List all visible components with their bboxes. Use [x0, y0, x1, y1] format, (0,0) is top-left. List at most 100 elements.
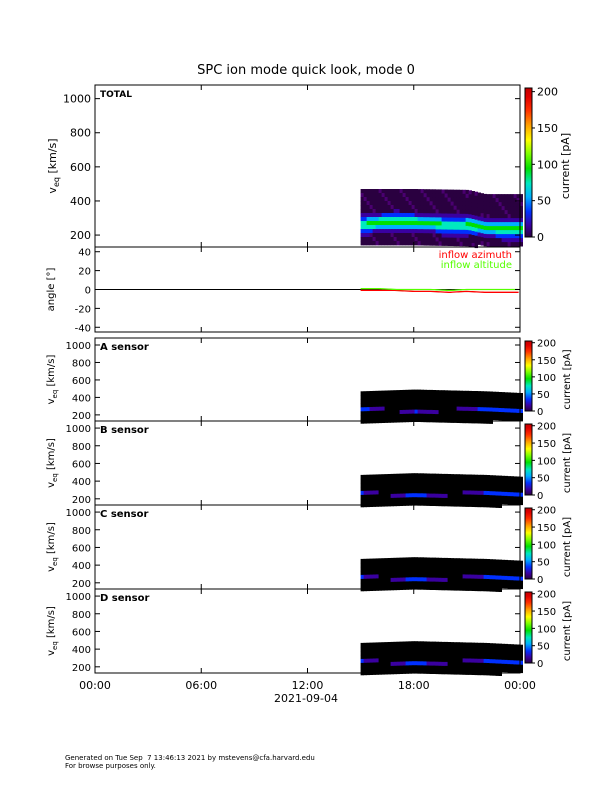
heatmap-cell — [504, 238, 508, 243]
heatmap-cell — [486, 483, 490, 488]
heatmap-cell — [417, 569, 421, 574]
heatmap-cell — [426, 649, 430, 654]
heatmap-cell — [438, 665, 442, 671]
heatmap-cell — [417, 389, 421, 394]
heatmap-cell — [420, 661, 424, 666]
heatmap-cell — [486, 218, 490, 223]
heatmap-cell — [405, 389, 409, 395]
heatmap-cell — [399, 481, 403, 486]
heatmap-cell — [420, 389, 424, 395]
heatmap-cell — [414, 669, 418, 674]
heatmap-cell — [411, 197, 415, 202]
heatmap-cell — [483, 474, 487, 480]
heatmap-cell — [492, 214, 496, 219]
heatmap-cell — [378, 490, 382, 495]
heatmap-cell — [402, 561, 406, 566]
heatmap-cell — [378, 662, 382, 667]
y-tick-label: 600 — [72, 543, 91, 554]
heatmap-cell — [477, 228, 481, 233]
heatmap-cell — [369, 217, 373, 222]
heatmap-cell — [444, 237, 448, 242]
heatmap-cell — [486, 567, 490, 572]
heatmap-cell — [477, 395, 481, 400]
heatmap-cell — [501, 206, 505, 211]
heatmap-cell — [468, 398, 472, 404]
heatmap-cell — [498, 563, 502, 568]
heatmap-cell — [501, 222, 505, 227]
heatmap-cell — [405, 581, 409, 586]
heatmap-cell — [402, 205, 406, 210]
heatmap-cell — [423, 393, 427, 399]
heatmap-cell — [372, 217, 376, 222]
heatmap-cell — [441, 189, 445, 194]
heatmap-cell — [498, 475, 502, 480]
heatmap-cell — [444, 641, 448, 647]
heatmap-cell — [372, 582, 376, 587]
heatmap-cell — [429, 477, 433, 482]
heatmap-cell — [417, 641, 421, 646]
heatmap-cell — [435, 585, 439, 591]
heatmap-cell — [468, 570, 472, 575]
heatmap-cell — [384, 502, 388, 507]
heatmap-cell — [399, 669, 403, 674]
heatmap-cell — [411, 225, 415, 230]
heatmap-cell — [396, 225, 400, 230]
heatmap-cell — [441, 661, 445, 667]
heatmap-cell — [507, 488, 511, 493]
heatmap-cell — [405, 493, 409, 498]
heatmap-cell — [426, 409, 430, 415]
heatmap-cell — [381, 498, 385, 503]
heatmap-cell — [393, 225, 397, 230]
heatmap-cell — [402, 221, 406, 226]
heatmap-cell — [369, 241, 373, 246]
heatmap-cell — [399, 205, 403, 210]
heatmap-cell — [465, 574, 469, 579]
heatmap-cell — [477, 666, 481, 672]
heatmap-cell — [390, 557, 394, 563]
heatmap-cell — [360, 193, 364, 198]
heatmap-cell — [426, 209, 430, 214]
heatmap-cell — [378, 486, 382, 491]
heatmap-cell — [468, 202, 472, 207]
y-tick-label: 800 — [72, 610, 91, 621]
heatmap-cell — [369, 395, 373, 400]
heatmap-cell — [432, 653, 436, 658]
heatmap-cell — [411, 221, 415, 226]
heatmap-cell — [507, 230, 511, 235]
heatmap-cell — [429, 565, 433, 570]
heatmap-cell — [507, 210, 511, 215]
heatmap-cell — [360, 490, 364, 496]
heatmap-cell — [438, 414, 442, 419]
heatmap-cell — [393, 581, 397, 587]
heatmap-cell — [498, 499, 502, 504]
heatmap-cell — [519, 668, 523, 674]
heatmap-cell — [420, 197, 424, 202]
heatmap-cell — [486, 655, 490, 660]
heatmap-cell — [474, 562, 478, 568]
heatmap-cell — [507, 560, 511, 565]
heatmap-cell — [366, 237, 370, 242]
heatmap-cell — [372, 229, 376, 234]
heatmap-cell — [483, 193, 487, 199]
heatmap-cell — [444, 649, 448, 655]
heatmap-cell — [372, 201, 376, 206]
heatmap-cell — [417, 241, 421, 246]
heatmap-cell — [486, 198, 490, 203]
heatmap-cell — [363, 241, 367, 246]
heatmap-cell — [510, 644, 514, 649]
heatmap-cell — [438, 493, 442, 499]
heatmap-cell — [483, 209, 487, 215]
heatmap-cell — [390, 209, 394, 214]
heatmap-cell — [381, 502, 385, 507]
heatmap-cell — [384, 197, 388, 202]
heatmap-cell — [483, 407, 487, 412]
heatmap-cell — [474, 207, 478, 213]
heatmap-cell — [375, 217, 379, 222]
heatmap-cell — [390, 410, 394, 415]
heatmap-cell — [465, 209, 469, 215]
heatmap-cell — [405, 405, 409, 411]
heatmap-cell — [438, 205, 442, 210]
heatmap-cell — [432, 485, 436, 490]
heatmap-cell — [417, 485, 421, 490]
